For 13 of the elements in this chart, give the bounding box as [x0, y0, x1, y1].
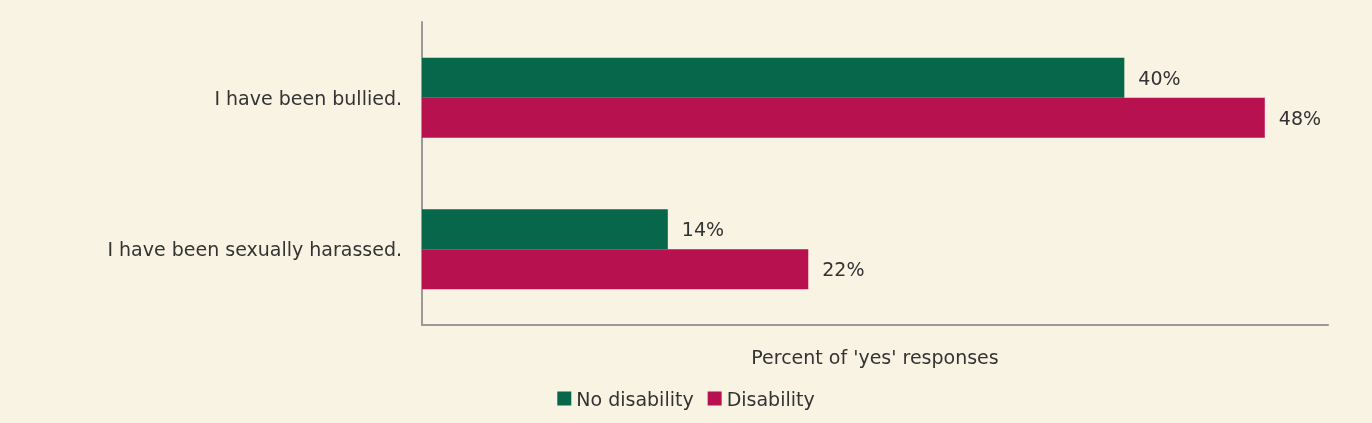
- bar: [422, 249, 809, 290]
- bar: [422, 97, 1265, 138]
- y-tick-label: I have been sexually harassed.: [107, 238, 402, 261]
- data-label: 48%: [1278, 106, 1322, 129]
- y-tick-label: I have been bullied.: [214, 86, 402, 109]
- legend-label: Disability: [726, 387, 815, 410]
- bar: [422, 209, 668, 250]
- data-label: 40%: [1138, 66, 1181, 89]
- data-label: 14%: [681, 218, 725, 241]
- bar: [422, 57, 1125, 98]
- legend-label: No disability: [576, 387, 694, 410]
- data-label: 22%: [822, 258, 865, 281]
- x-axis-title: Percent of 'yes' responses: [751, 345, 999, 368]
